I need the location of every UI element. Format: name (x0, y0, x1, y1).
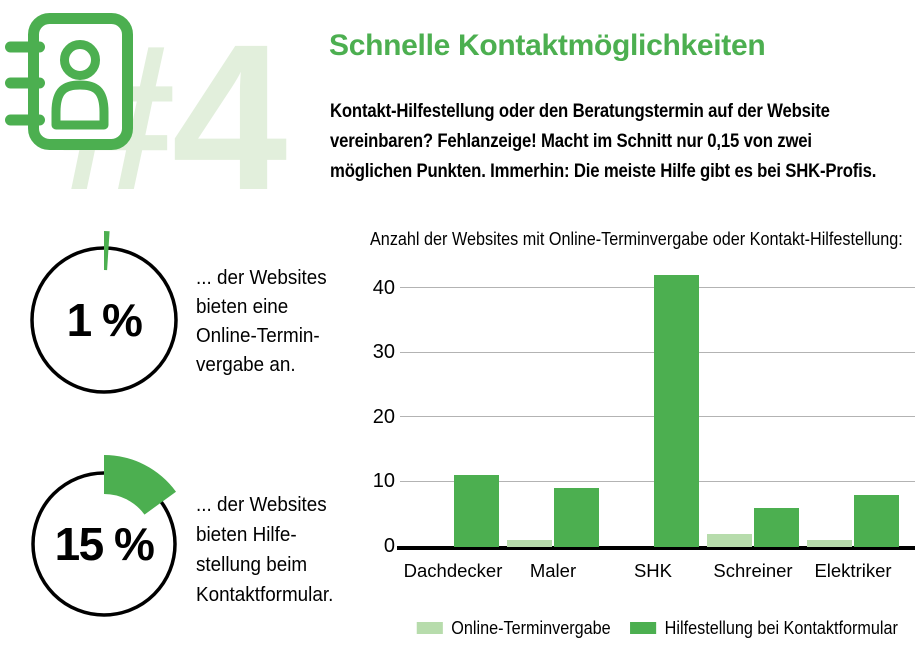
person-body (51, 80, 109, 130)
bar-online-terminvergabe (807, 540, 852, 547)
bar-hilfestellung-bei-kontaktformular (554, 488, 599, 547)
legend-swatch (417, 622, 444, 634)
stat-caption-line: ... der Websites (196, 266, 327, 289)
stat-caption-line: Kontaktformular. (196, 583, 334, 606)
legend-label: Hilfestellung bei Kontaktformular (664, 618, 898, 638)
x-category-label: Elektriker (814, 560, 892, 581)
intro-line: vereinbaren? Fehlanzeige! Macht im Schni… (330, 131, 812, 152)
legend-item: Online-Terminvergabe (417, 616, 611, 640)
y-tick-label: 20 (372, 405, 395, 428)
bar-chart: Anzahl der Websites mit Online-Terminver… (368, 222, 920, 666)
y-tick-label: 0 (383, 535, 395, 557)
x-category-label: Schreiner (713, 560, 793, 581)
bar-online-terminvergabe (507, 540, 552, 547)
bar-hilfestellung-bei-kontaktformular (454, 475, 499, 547)
x-category-label: SHK (633, 560, 673, 581)
bar-hilfestellung-bei-kontaktformular (854, 494, 899, 547)
bar-online-terminvergabe (707, 533, 752, 547)
y-axis: 0 10 20 30 40 (368, 265, 395, 557)
x-axis-labels: Dachdecker Maler SHK Schreiner Elektriker (400, 558, 915, 584)
y-tick-label: 10 (372, 470, 395, 493)
stat-caption-line: vergabe an. (196, 353, 296, 376)
donut-wedge (104, 455, 176, 515)
legend-swatch (630, 622, 657, 634)
y-tick-label: 30 (372, 341, 395, 364)
page-title: Schnelle Kontaktmöglichkeiten (329, 29, 766, 62)
stat-caption-line: stellung beim (196, 553, 308, 576)
intro-line: Kontakt-Hilfestellung oder den Beratungs… (330, 101, 830, 122)
donut-percent-label: 15 % (55, 518, 154, 570)
bar-hilfestellung-bei-kontaktformular (754, 507, 799, 547)
donut-hilfestellung: 15 % (31, 455, 177, 617)
x-axis-line (397, 546, 915, 550)
intro-text: Kontakt-Hilfestellung oder den Beratungs… (330, 97, 876, 187)
chart-legend: Online-Terminvergabe Hilfestellung bei Ko… (417, 616, 898, 640)
donut-percent-label: 1 % (67, 294, 142, 346)
stat-caption-hilfestellung: ... der Websites bieten Hilfe- stellung … (196, 490, 333, 610)
x-category-label: Maler (529, 560, 577, 581)
x-category-label: Dachdecker (403, 560, 503, 581)
stat-caption-online-terminvergabe: ... der Websites bieten eine Online-Term… (196, 263, 327, 379)
intro-line: möglichen Punkten. Immerhin: Die meiste … (330, 161, 877, 182)
person-head (60, 40, 100, 80)
chart-title: Anzahl der Websites mit Online-Terminver… (370, 229, 903, 249)
stat-caption-line: ... der Websites (196, 493, 327, 516)
binder-ring-middle (5, 77, 45, 89)
legend-label: Online-Terminvergabe (451, 618, 611, 638)
stat-caption-line: bieten Hilfe- (196, 523, 297, 546)
stat-caption-line: Online-Termin- (196, 324, 320, 347)
donut-wedge (104, 231, 110, 271)
y-tick-label: 40 (372, 276, 395, 299)
binder-ring-bottom (5, 114, 45, 126)
legend-item: Hilfestellung bei Kontaktformular (630, 616, 898, 640)
binder-ring-top (5, 41, 45, 53)
bar-hilfestellung-bei-kontaktformular (654, 275, 699, 547)
donut-online-terminvergabe: 1 % (30, 231, 178, 394)
plot-area (397, 265, 915, 550)
stat-caption-line: bieten eine (196, 295, 289, 318)
contact-book-icon (5, 13, 133, 150)
